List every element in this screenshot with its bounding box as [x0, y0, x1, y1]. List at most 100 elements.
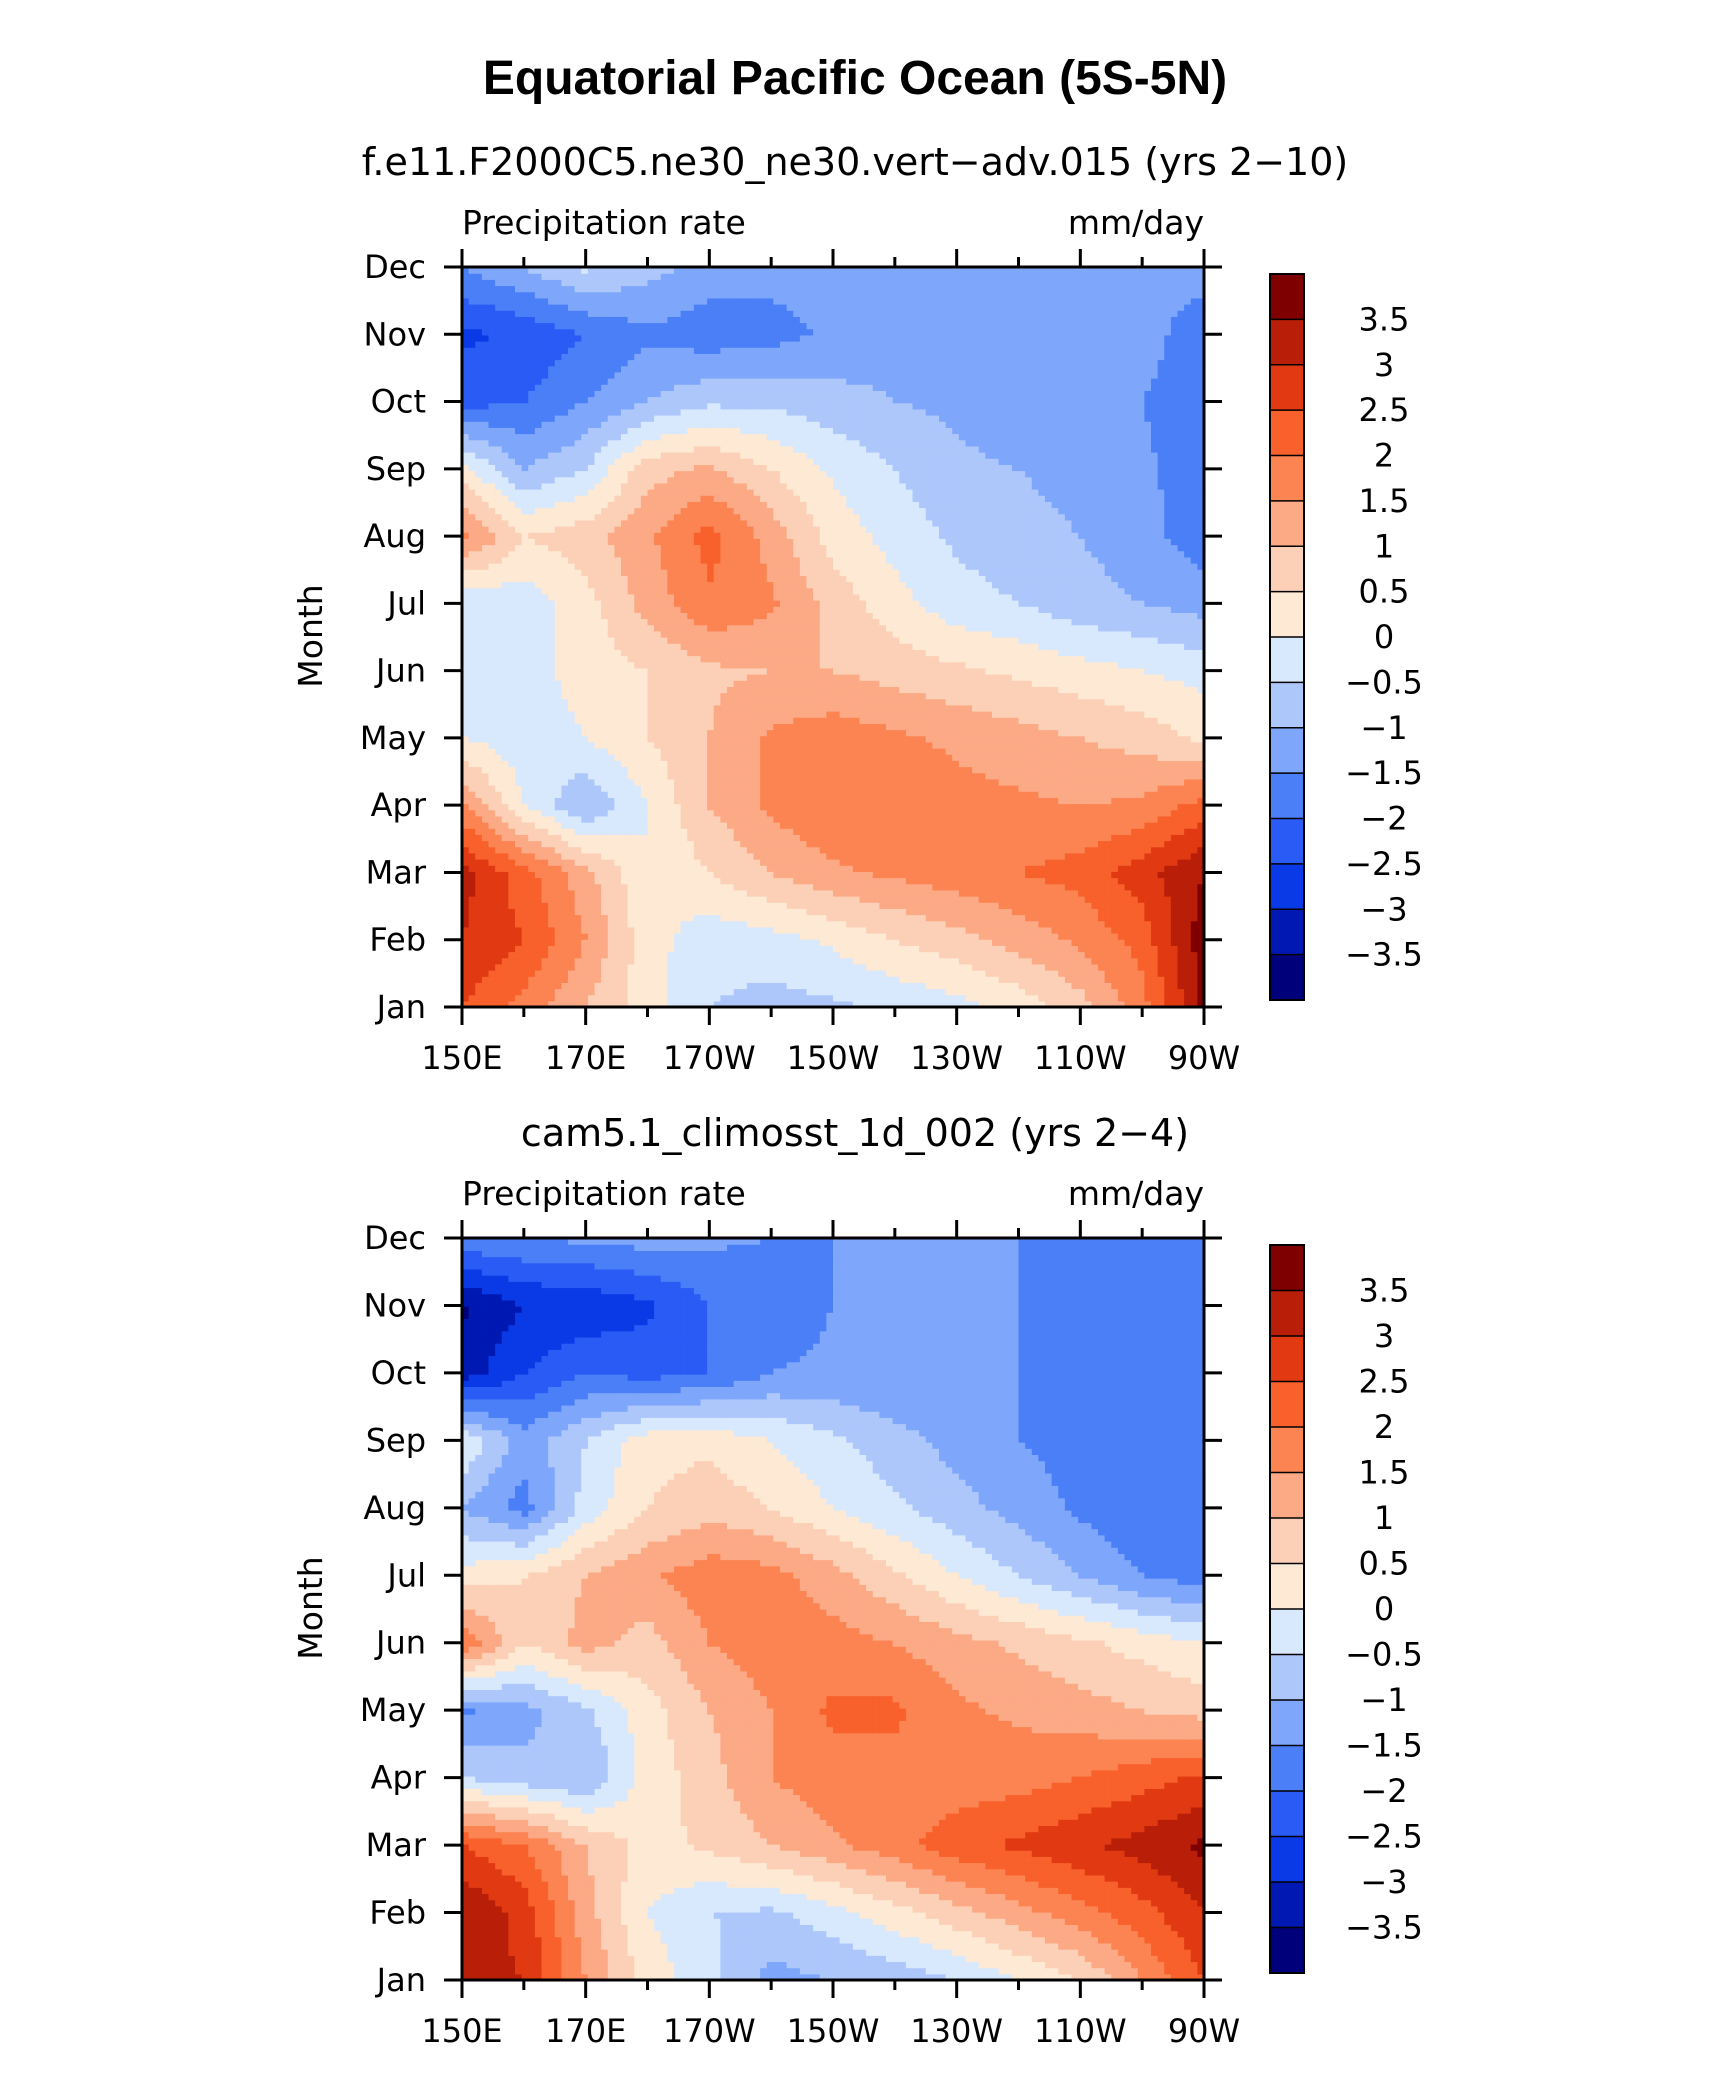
heatmap-cell [773, 741, 781, 749]
heatmap-cell [634, 951, 642, 959]
heatmap-cell [720, 883, 728, 891]
heatmap-cell [733, 741, 741, 749]
heatmap-cell [548, 896, 556, 903]
heatmap-cell [859, 951, 867, 959]
heatmap-cell [972, 815, 980, 823]
heatmap-cell [1151, 815, 1159, 823]
heatmap-cell [1111, 939, 1119, 946]
heatmap-cell [680, 902, 688, 909]
heatmap-cell [1091, 797, 1099, 805]
heatmap-cell [481, 815, 490, 823]
heatmap-cell [1018, 828, 1026, 835]
heatmap-cell [899, 797, 907, 805]
heatmap-cell [554, 865, 562, 872]
heatmap-cell [799, 846, 808, 854]
heatmap-cell [693, 772, 702, 780]
heatmap-cell [1177, 951, 1185, 959]
heatmap-cell [1045, 840, 1053, 848]
heatmap-cell [958, 976, 967, 983]
heatmap-cell [786, 920, 794, 928]
heatmap-cell [541, 926, 549, 934]
heatmap-cell [945, 889, 953, 897]
heatmap-cell [786, 1000, 794, 1008]
heatmap-cell [481, 963, 490, 971]
heatmap-cell [733, 834, 741, 842]
panel-1: f.e11.F2000C5.ne30_ne30.vert−adv.015 (yr… [291, 140, 1423, 1077]
heatmap-cell [568, 741, 576, 749]
heatmap-cell [839, 994, 847, 1002]
heatmap-cell [1104, 970, 1112, 977]
heatmap-cell [1157, 896, 1165, 903]
heatmap-cell [1137, 865, 1145, 872]
heatmap-cell [534, 828, 543, 835]
heatmap-cell [846, 760, 854, 768]
heatmap-cell [693, 822, 702, 829]
heatmap-cell [919, 951, 927, 959]
heatmap-cell [1091, 939, 1099, 946]
heatmap-cell [700, 994, 708, 1002]
heatmap-cell [515, 772, 523, 780]
heatmap-cell [554, 939, 562, 946]
heatmap-cell [1058, 976, 1066, 983]
panel-1-left-label: Precipitation rate [462, 203, 746, 242]
heatmap-cell [1038, 896, 1046, 903]
heatmap-cell [1104, 939, 1112, 946]
heatmap-cell [515, 926, 523, 934]
heatmap-cell [1084, 834, 1092, 842]
heatmap-cell [733, 729, 741, 737]
heatmap-cell [607, 902, 615, 909]
heatmap-cell [674, 815, 682, 823]
heatmap-cell [886, 939, 894, 946]
heatmap-cell [614, 834, 622, 842]
heatmap-cell [541, 896, 549, 903]
heatmap-cell [713, 760, 721, 768]
heatmap-cell [1038, 865, 1046, 872]
heatmap-cell [1051, 920, 1059, 928]
heatmap-cell [899, 908, 907, 916]
heatmap-cell [1084, 809, 1092, 817]
heatmap-cell [1005, 748, 1013, 755]
heatmap-cell [813, 970, 821, 977]
heatmap-cell [700, 920, 708, 928]
heatmap-cell [1011, 828, 1020, 835]
heatmap-cell [568, 865, 576, 872]
heatmap-cell [965, 926, 973, 934]
heatmap-cell [819, 815, 827, 823]
heatmap-cell [773, 772, 781, 780]
heatmap-cell [1064, 908, 1073, 916]
heatmap-cell [667, 809, 675, 817]
heatmap-cell [965, 994, 973, 1002]
heatmap-cell [1051, 889, 1059, 897]
heatmap-cell [534, 982, 543, 990]
heatmap-cell [1071, 933, 1079, 940]
heatmap-cell [819, 846, 827, 854]
heatmap-cell [462, 803, 470, 811]
heatmap-cell [521, 933, 529, 940]
heatmap-cell [939, 754, 947, 761]
heatmap-cell [508, 920, 516, 928]
heatmap-cell [1124, 791, 1132, 798]
heatmap-cell [998, 963, 1006, 971]
heatmap-cell [1045, 1000, 1053, 1008]
heatmap-cell [799, 1000, 808, 1008]
heatmap-cell [693, 883, 702, 891]
heatmap-cell [660, 889, 668, 897]
heatmap-cell [587, 982, 596, 990]
heatmap-cell [1184, 803, 1192, 811]
heatmap-cell [833, 852, 841, 860]
heatmap-cell [1091, 803, 1099, 811]
heatmap-cell [992, 791, 1000, 798]
heatmap-cell [720, 772, 728, 780]
heatmap-cell [912, 933, 920, 940]
heatmap-cell [1064, 926, 1073, 934]
heatmap-cell [1111, 828, 1119, 835]
heatmap-cell [826, 957, 834, 965]
heatmap-cell [1018, 982, 1026, 990]
heatmap-cell [1018, 772, 1026, 780]
heatmap-cell [554, 982, 562, 990]
heatmap-cell [753, 741, 761, 749]
heatmap-cell [574, 933, 582, 940]
heatmap-cell [674, 982, 682, 990]
heatmap-cell [839, 1000, 847, 1008]
heatmap-cell [1084, 865, 1092, 872]
